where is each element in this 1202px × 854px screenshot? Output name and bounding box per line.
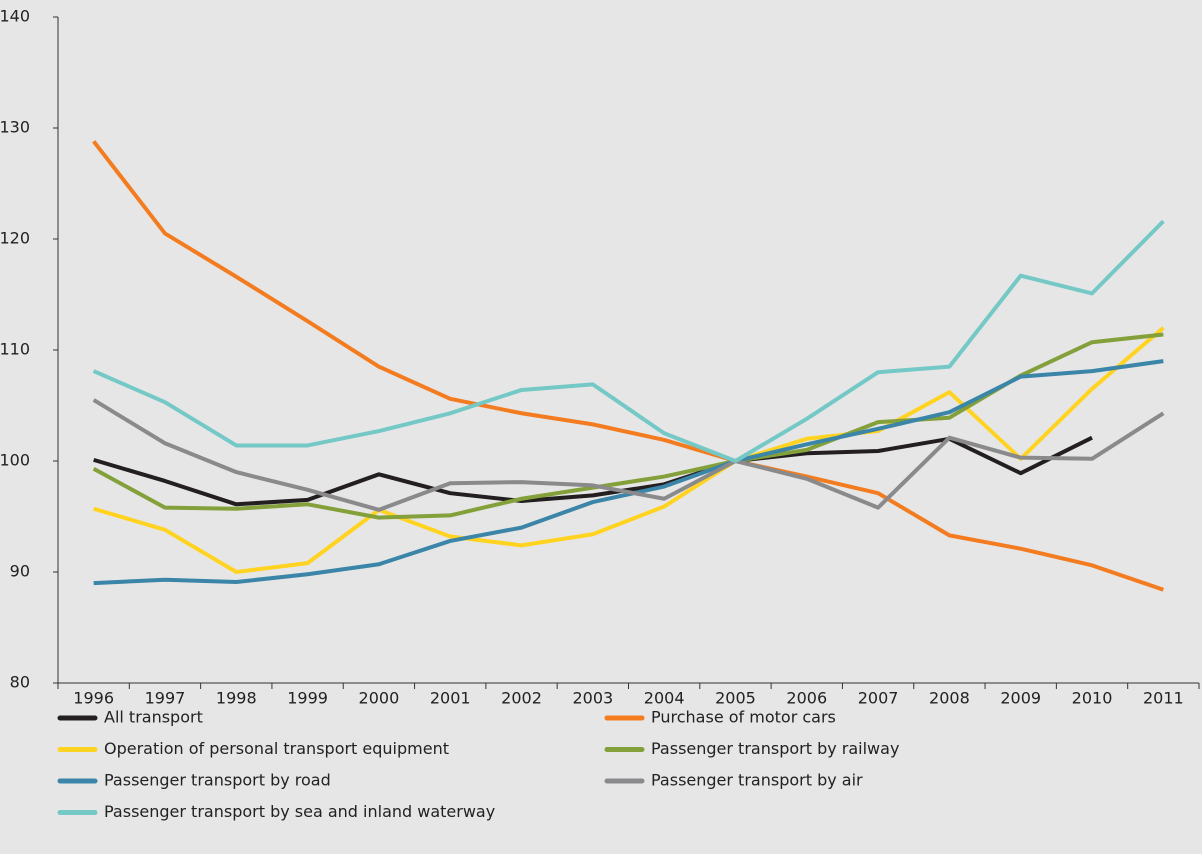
y-tick-label: 100 [0,451,30,470]
series-line [93,359,1164,586]
x-tick-label: 2000 [359,689,400,708]
legend-label: Passenger transport by sea and inland wa… [104,802,495,821]
x-tick-label: 2010 [1072,689,1113,708]
y-tick-label: 80 [10,673,30,692]
x-tick-label: 2001 [430,689,471,708]
legend-label: Passenger transport by air [651,771,863,790]
x-tick-label: 1997 [145,689,186,708]
y-tick-label: 90 [10,562,30,581]
x-tick-label: 2008 [929,689,970,708]
legend-label: Purchase of motor cars [651,708,836,727]
legend-label: Passenger transport by road [104,771,331,790]
y-tick-label: 120 [0,229,30,248]
x-tick-label: 2006 [786,689,827,708]
x-tick-label: 2011 [1143,689,1184,708]
x-tick-label: 1999 [287,689,328,708]
x-tick-label: 2007 [858,689,899,708]
y-tick-label: 110 [0,340,30,359]
x-tick-label: 1998 [216,689,257,708]
y-tick-label: 130 [0,118,30,137]
x-tick-label: 1996 [73,689,114,708]
series-line [92,398,1165,512]
y-tick-label: 140 [0,7,30,26]
series-line [92,219,1165,463]
x-tick-label: 2003 [572,689,613,708]
series-line [93,326,1165,574]
x-tick-label: 2009 [1000,689,1041,708]
x-tick-label: 2004 [644,689,685,708]
legend-label: All transport [104,708,203,727]
x-tick-label: 2005 [715,689,756,708]
legend-label: Passenger transport by railway [651,739,899,758]
legend-label: Operation of personal transport equipmen… [104,739,449,758]
series-line [93,435,1093,507]
series-line [92,140,1164,592]
x-tick-label: 2002 [501,689,542,708]
